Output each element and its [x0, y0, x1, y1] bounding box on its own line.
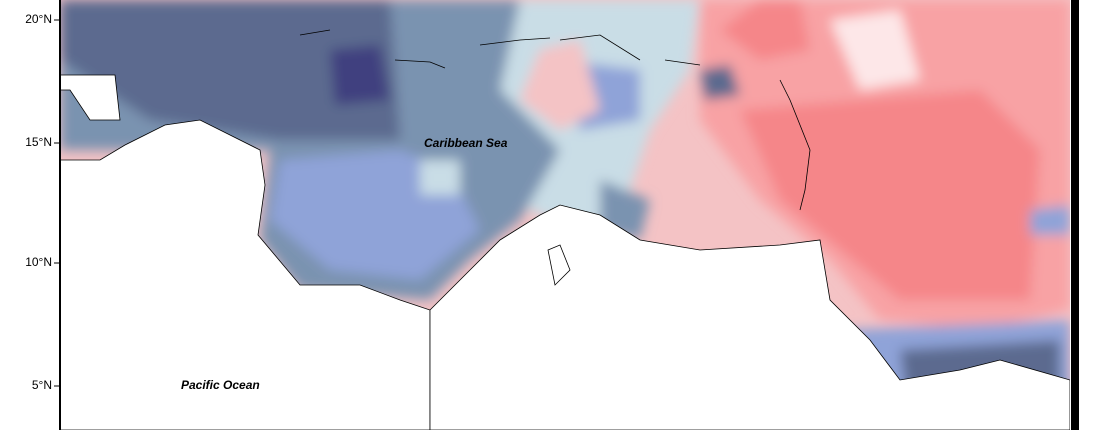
lat-label: 10°N: [25, 255, 52, 269]
lat-label: 15°N: [25, 135, 52, 149]
field: [60, 0, 1070, 430]
lat-label: 20°N: [25, 12, 52, 26]
lat-label: 5°N: [32, 378, 52, 392]
lat-ticks: 20°N 15°N 10°N 5°N: [25, 12, 60, 392]
ocean-label: Pacific Ocean: [181, 378, 260, 392]
frame-edge: [1071, 0, 1079, 430]
sea-label: Caribbean Sea: [424, 136, 508, 150]
